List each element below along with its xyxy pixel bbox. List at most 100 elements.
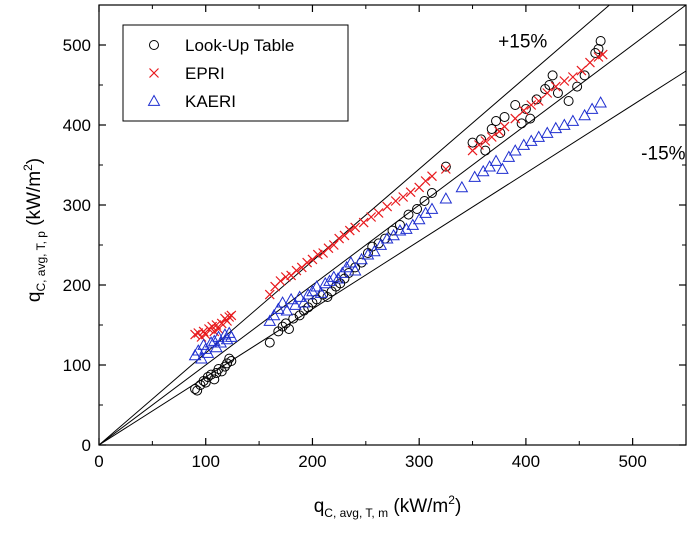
legend-label: KAERI <box>185 92 236 111</box>
data-point <box>366 212 377 222</box>
legend-marker <box>149 40 159 50</box>
data-point <box>578 108 591 121</box>
data-point <box>202 372 213 382</box>
y-axis-title-main: q <box>24 292 45 303</box>
data-point <box>557 118 571 130</box>
legend-marker <box>147 94 161 106</box>
data-point <box>314 286 328 298</box>
data-point <box>301 288 315 300</box>
series-x <box>190 49 608 342</box>
data-point <box>486 132 497 142</box>
plot-frame <box>98 4 687 446</box>
data-point <box>280 272 291 282</box>
y-axis-title-superscript: 2 <box>21 164 35 171</box>
legend: Look-Up Table EPRI KAERI <box>122 24 349 122</box>
y-tick-label: 200 <box>63 276 91 295</box>
data-point <box>420 176 431 186</box>
data-point <box>310 280 324 292</box>
data-point <box>499 112 510 122</box>
data-point <box>419 196 430 206</box>
data-point <box>489 154 503 166</box>
data-point <box>502 150 516 162</box>
data-point <box>209 374 220 385</box>
data-point <box>280 304 294 316</box>
data-point <box>201 346 215 358</box>
data-point <box>368 244 381 257</box>
reference-line-2 <box>98 70 687 446</box>
data-point <box>264 337 275 348</box>
data-point <box>334 233 345 244</box>
reference-line-label: -15% <box>641 143 685 164</box>
data-point <box>331 272 345 284</box>
data-point <box>549 121 563 134</box>
data-point <box>192 385 203 396</box>
legend-label: EPRI <box>185 64 225 83</box>
x-tick-label: 200 <box>298 452 326 471</box>
data-point <box>550 81 561 92</box>
data-point <box>533 96 544 106</box>
data-point <box>412 204 423 214</box>
data-point <box>593 44 604 54</box>
y-tick-label: 100 <box>63 356 91 375</box>
data-point <box>483 160 496 172</box>
data-point <box>207 334 221 346</box>
x-tick-label: 300 <box>405 452 433 471</box>
data-point <box>216 318 227 329</box>
series-layer <box>188 36 608 396</box>
x-axis-title-close: ) <box>455 496 461 517</box>
data-point <box>412 212 426 225</box>
series-triangle <box>188 96 607 364</box>
data-point <box>425 202 439 214</box>
data-point <box>559 76 570 86</box>
y-axis-title: qC, avg, T, p (kW/m2) <box>21 158 48 302</box>
data-point <box>510 113 521 124</box>
data-point <box>517 138 531 150</box>
data-point <box>597 49 608 60</box>
data-point <box>525 113 536 124</box>
data-point <box>508 144 522 156</box>
data-point <box>263 314 277 326</box>
data-point <box>344 225 355 236</box>
data-point <box>358 217 369 228</box>
data-point <box>403 209 414 220</box>
axis-ticks: 0 100 200 300 400 500 0 100 200 300 400 500 <box>63 5 686 471</box>
data-point <box>226 356 237 366</box>
data-point <box>348 264 362 276</box>
data-point <box>467 137 478 148</box>
y-axis-title-close: ) <box>24 158 45 164</box>
data-point <box>567 72 578 82</box>
data-point <box>264 289 275 300</box>
data-point <box>595 36 606 46</box>
data-point <box>226 310 237 321</box>
data-point <box>526 100 537 110</box>
y-tick-label: 0 <box>82 436 91 455</box>
x-axis-title: qC, avg, T, m (kW/m2) <box>314 493 462 520</box>
data-point <box>516 118 527 129</box>
data-point <box>195 352 208 364</box>
data-point <box>576 65 587 76</box>
y-axis-title-unit: (kW/m <box>24 171 45 231</box>
y-axis-title-subscript: C, avg, T, p <box>34 231 48 292</box>
data-point <box>496 162 509 174</box>
x-axis-title-main: q <box>314 496 325 517</box>
data-point <box>328 240 339 250</box>
data-point <box>344 256 358 268</box>
data-point <box>224 330 238 342</box>
data-point <box>406 218 420 230</box>
data-point <box>204 336 218 348</box>
data-point <box>361 248 375 260</box>
data-point <box>563 96 574 106</box>
data-point <box>524 134 538 146</box>
y-tick-label: 500 <box>63 36 91 55</box>
data-point <box>280 318 291 329</box>
data-point <box>480 145 491 156</box>
data-point <box>214 336 228 348</box>
x-axis-title-subscript: C, avg, T, m <box>324 506 388 520</box>
data-point <box>552 88 563 98</box>
data-point <box>532 130 546 142</box>
data-point <box>566 114 580 126</box>
reference-line-label: +15% <box>498 31 547 52</box>
line-annotations: +15% -15% <box>498 31 685 164</box>
data-point <box>297 296 311 308</box>
data-point <box>213 324 224 334</box>
